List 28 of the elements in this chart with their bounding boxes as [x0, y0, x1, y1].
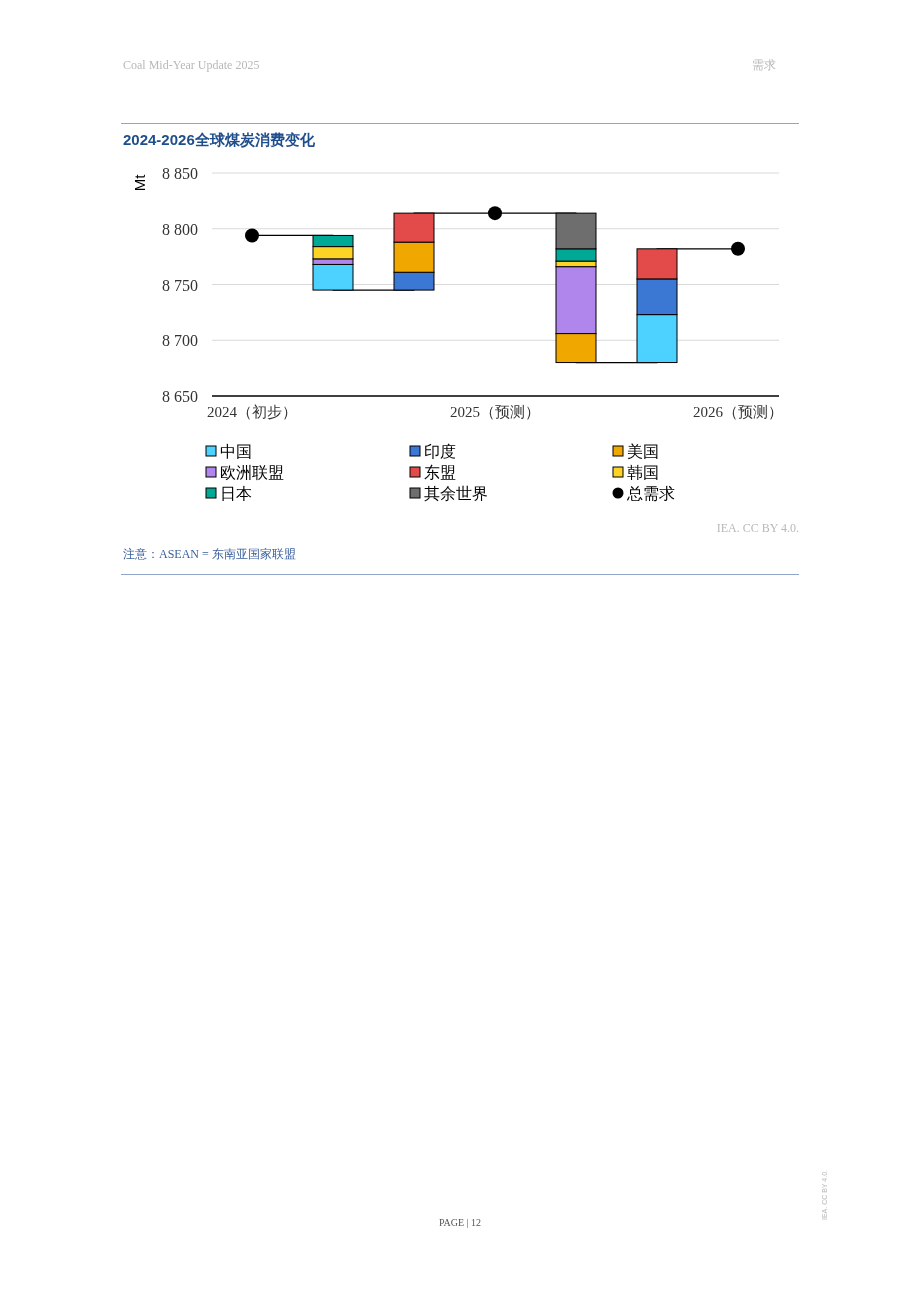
point: [488, 206, 502, 221]
point: [731, 241, 745, 256]
y-tick-label: 8 750: [162, 276, 198, 294]
legend-label: 印度: [424, 443, 456, 460]
y-axis-title: Mt: [131, 173, 148, 192]
text: Coal Mid-Year Update 2025: [123, 58, 260, 72]
y-tick-label: 8 650: [162, 388, 198, 405]
x-tick-label: 2025（预测）: [450, 404, 540, 420]
bar: [312, 263, 354, 291]
legend-label: 日本: [220, 485, 252, 502]
y-tick-label: 8 800: [162, 220, 198, 238]
x-tick-label: 2026（预测）: [693, 404, 783, 420]
text: PAGE | 12: [438, 1217, 482, 1228]
x-tick-label: 2024（初步）: [207, 404, 297, 420]
text: IEA. CC BY 4.0.: [716, 521, 799, 535]
legend-label: 中国: [220, 443, 252, 460]
legend-label: 美国: [627, 443, 659, 460]
y-tick-label: 8 700: [162, 332, 198, 350]
legend-label: 其余世界: [424, 485, 488, 502]
text: 需求: [752, 58, 776, 72]
point: [245, 228, 259, 243]
legend-label: 欧洲联盟: [220, 464, 284, 481]
y-tick-label: 8 850: [162, 165, 198, 182]
text: 注意：ASEAN = 东南亚国家联盟: [123, 547, 296, 561]
chart-title: 2024-2026全球煤炭消费变化: [123, 131, 316, 148]
legend-label: 韩国: [627, 464, 659, 481]
legend-label: 东盟: [424, 464, 456, 481]
legend-label: 总需求: [626, 485, 675, 502]
